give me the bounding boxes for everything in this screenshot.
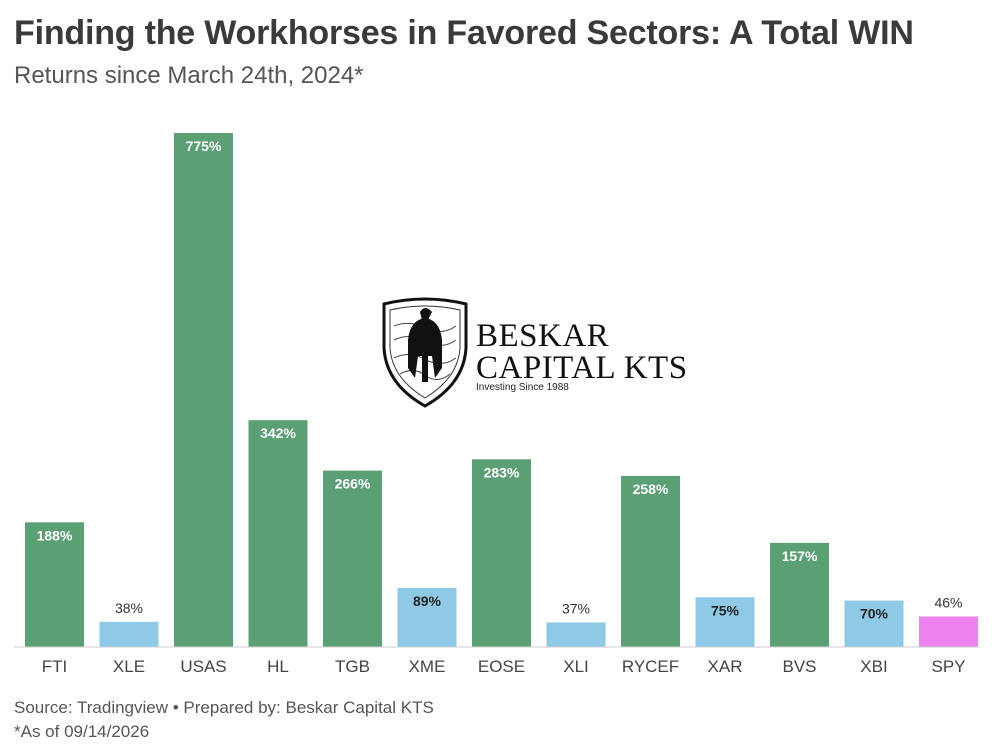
x-tick-xbi: XBI xyxy=(860,657,887,676)
data-label-tgb: 266% xyxy=(335,476,371,492)
chart-subtitle: Returns since March 24th, 2024* xyxy=(14,62,364,89)
x-tick-xli: XLI xyxy=(563,657,589,676)
source-note: Source: Tradingview • Prepared by: Beska… xyxy=(14,698,434,717)
bar-xme xyxy=(397,587,457,647)
chart-title: Finding the Workhorses in Favored Sector… xyxy=(14,14,914,52)
data-label-eose: 283% xyxy=(484,464,520,480)
data-label-xbi: 70% xyxy=(860,606,889,622)
bar-bvs xyxy=(770,542,829,647)
bar-usas xyxy=(174,133,233,647)
bar-xle xyxy=(99,621,159,647)
x-tick-xle: XLE xyxy=(113,657,145,676)
x-tick-hl: HL xyxy=(267,657,289,676)
x-tick-xar: XAR xyxy=(708,657,743,676)
data-label-hl: 342% xyxy=(260,425,296,441)
data-label-xli: 37% xyxy=(562,600,590,616)
x-tick-spy: SPY xyxy=(931,657,965,676)
bar-tgb xyxy=(323,470,382,647)
bar-hl xyxy=(248,420,308,647)
bar-xbi xyxy=(844,600,904,647)
bars-group: 188% 38% 775% 342% 266% 89% 283% 37% 258% 75% 157%… xyxy=(25,133,978,647)
data-label-rycef: 258% xyxy=(633,481,669,497)
data-label-usas: 775% xyxy=(186,138,222,154)
bar-rycef xyxy=(621,475,680,647)
x-tick-labels: FTI XLE USAS HL TGB XME EOSE XLI RYCEF XAR BVS XBI S… xyxy=(42,657,966,676)
data-label-spy: 46% xyxy=(934,594,962,610)
x-tick-tgb: TGB xyxy=(335,657,370,676)
data-label-fti: 188% xyxy=(37,527,73,543)
logo-line-1: BESKAR xyxy=(476,318,610,354)
x-tick-eose: EOSE xyxy=(478,657,525,676)
x-tick-xme: XME xyxy=(409,657,446,676)
data-label-bvs: 157% xyxy=(782,548,818,564)
bar-fti xyxy=(25,522,84,647)
spartan-shield-icon xyxy=(382,297,468,408)
as-of-note: *As of 09/14/2026 xyxy=(14,722,150,741)
data-label-xar: 75% xyxy=(711,602,740,618)
beskar-logo: BESKAR CAPITAL KTS Investing Since 1988 xyxy=(380,296,700,410)
bar-chart: 188% 38% 775% 342% 266% 89% 283% 37% 258% 75% 157%… xyxy=(14,133,980,676)
x-tick-usas: USAS xyxy=(180,657,226,676)
bar-spy xyxy=(919,616,978,647)
logo-line-2: CAPITAL KTS xyxy=(476,350,688,386)
x-tick-rycef: RYCEF xyxy=(622,657,679,676)
bar-xar xyxy=(695,597,755,647)
data-label-xle: 38% xyxy=(115,600,143,616)
x-tick-fti: FTI xyxy=(42,657,68,676)
logo-tagline: Investing Since 1988 xyxy=(476,382,569,393)
x-tick-bvs: BVS xyxy=(782,657,816,676)
data-label-xme: 89% xyxy=(413,593,442,609)
bar-eose xyxy=(472,459,531,647)
bar-xli xyxy=(546,622,606,647)
